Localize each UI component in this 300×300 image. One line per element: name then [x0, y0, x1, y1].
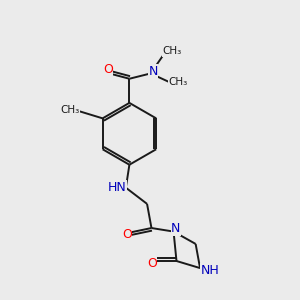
Text: CH₃: CH₃ [163, 46, 182, 56]
Text: N: N [148, 64, 158, 78]
Text: CH₃: CH₃ [60, 104, 79, 115]
Text: O: O [122, 228, 132, 241]
Text: CH₃: CH₃ [168, 77, 188, 87]
Text: O: O [147, 257, 157, 270]
Text: NH: NH [201, 264, 220, 277]
Text: HN: HN [108, 181, 126, 194]
Text: O: O [103, 63, 113, 76]
Text: N: N [171, 222, 181, 235]
